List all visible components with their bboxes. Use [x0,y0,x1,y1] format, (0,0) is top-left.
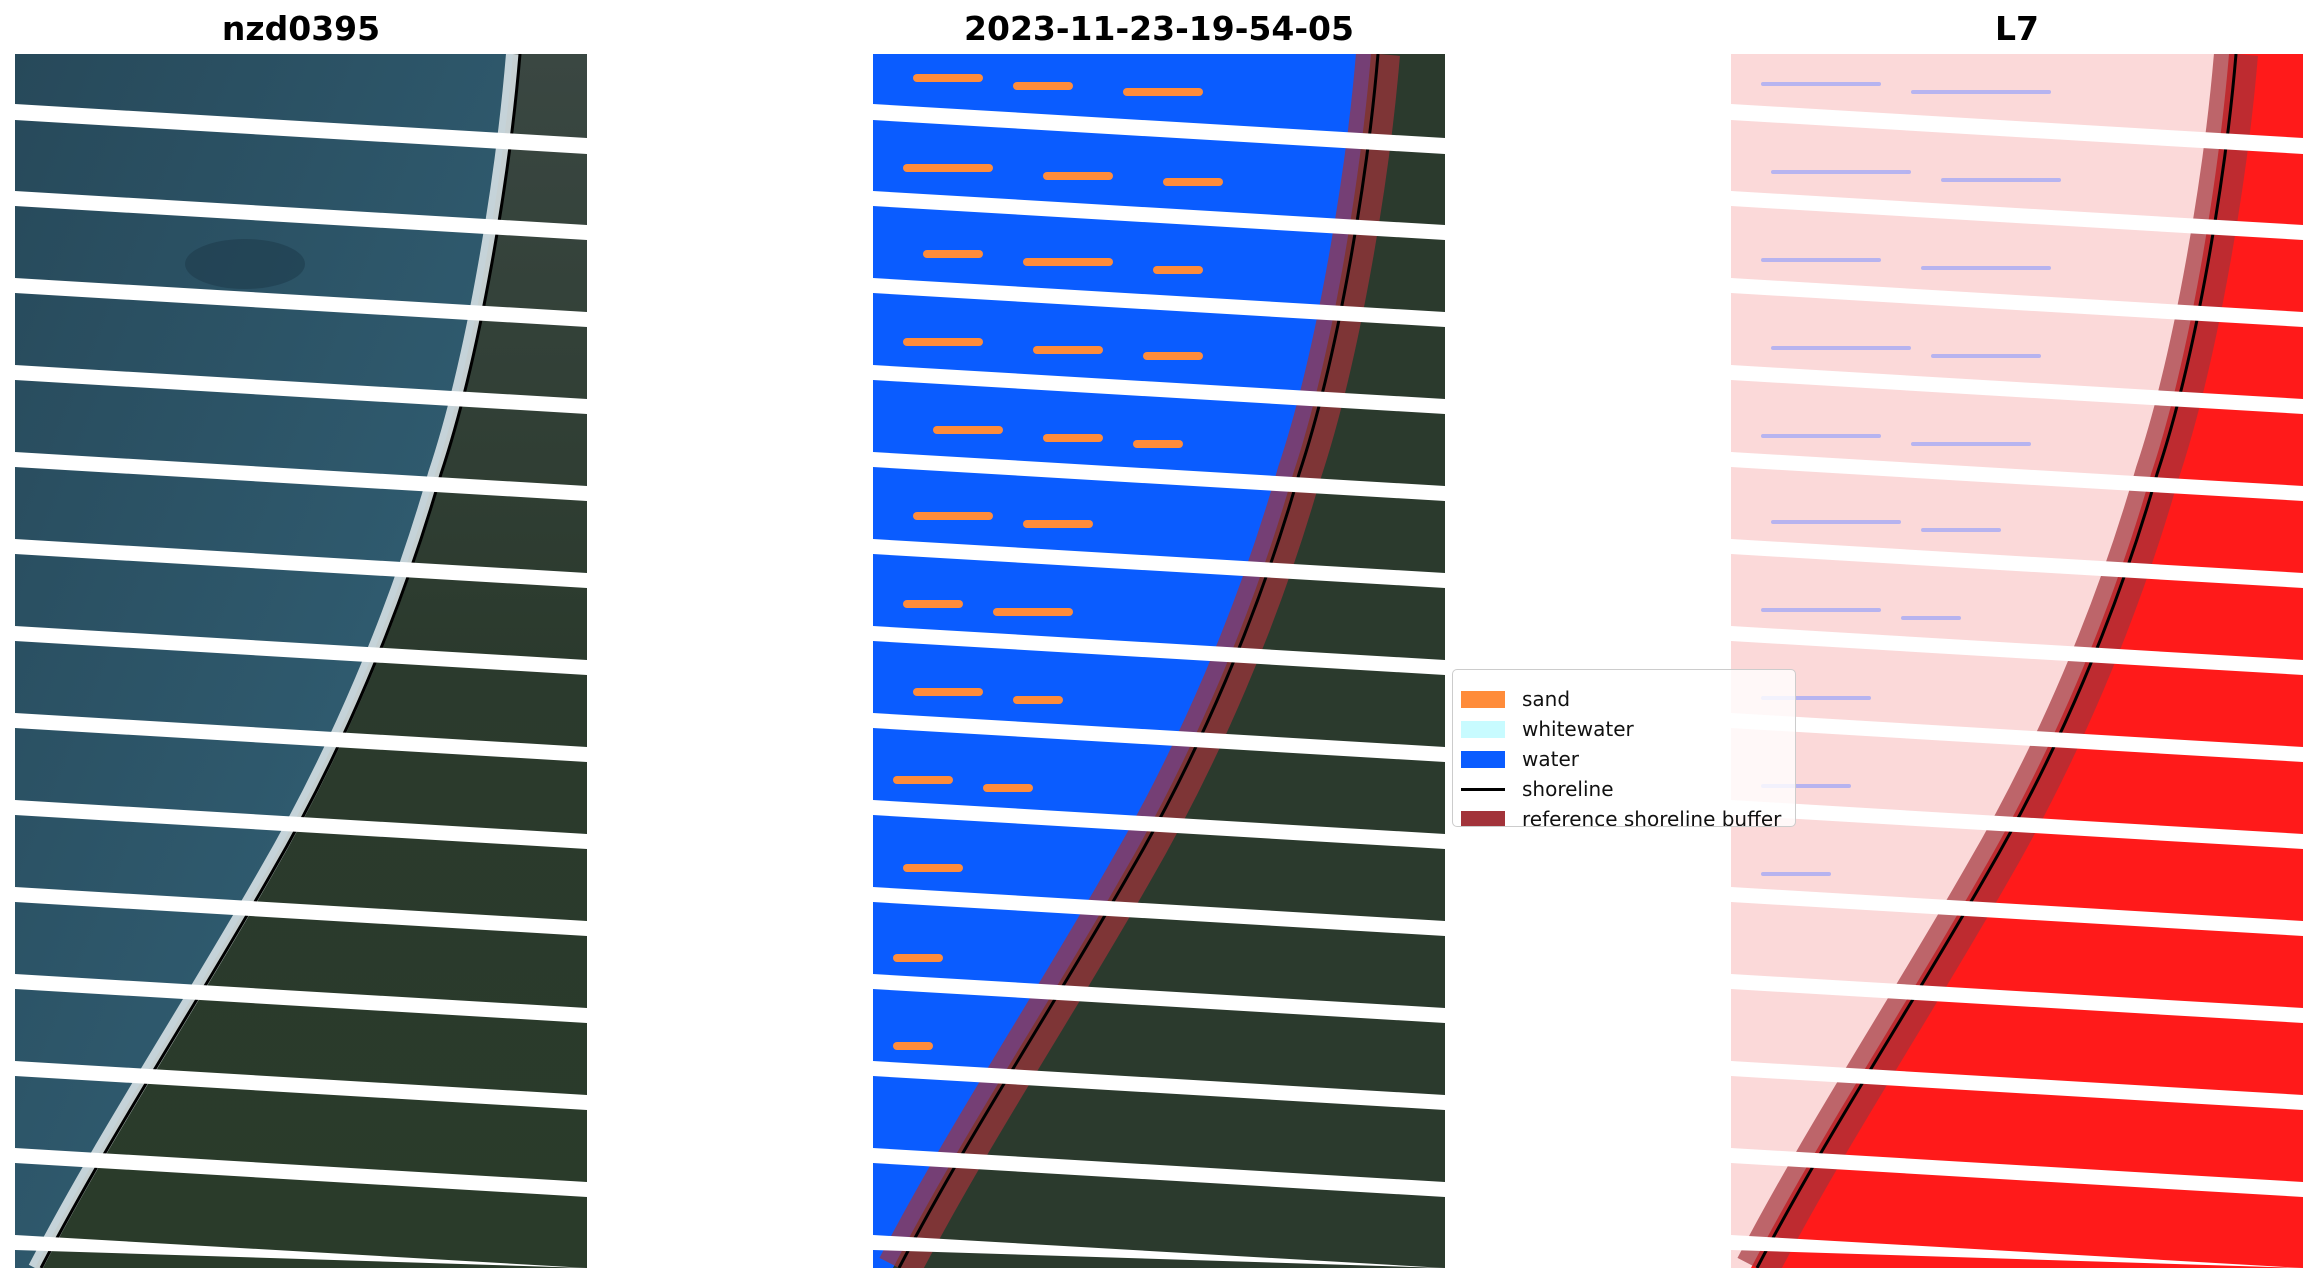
legend-swatch-reference-buffer [1461,810,1505,826]
index-image [1731,54,2303,1268]
legend-item-sand: sand [1461,684,1795,714]
rgb-satellite-image [15,54,587,1268]
legend-label-whitewater: whitewater [1522,717,1634,741]
legend-swatch-shoreline [1461,787,1505,791]
panel-title-index: L7 [1995,9,2039,48]
legend-label-sand: sand [1522,687,1571,711]
legend-item-reference-buffer: reference shoreline buffer [1461,804,1795,827]
sand-class-patches [893,74,1223,1050]
dark-patch [185,239,305,289]
rgb-image-panel [15,54,587,1268]
legend: sand whitewater water shoreline referenc… [1452,669,1796,827]
legend-item-whitewater: whitewater [1461,714,1795,744]
scan-line-gaps [873,104,1445,1268]
classified-image [873,54,1445,1268]
legend-swatch-sand [1461,690,1505,708]
ocean-area [15,54,513,1268]
legend-swatch-whitewater [1461,720,1505,738]
panel-title-classified: 2023-11-23-19-54-05 [964,9,1354,48]
scan-line-gaps [1731,104,2303,1268]
index-image-panel [1731,54,2303,1268]
legend-item-water: water [1461,744,1795,774]
panel-title-rgb: nzd0395 [221,9,381,48]
ocean-index-area [1731,54,2229,1268]
legend-label-water: water [1522,747,1579,771]
index-ripples [1761,82,2061,876]
legend-label-shoreline: shoreline [1522,777,1614,801]
classified-image-panel [873,54,1445,1268]
legend-label-reference-buffer: reference shoreline buffer [1522,807,1782,827]
legend-swatch-water [1461,750,1505,768]
water-class-area [873,54,1371,1268]
legend-item-shoreline: shoreline [1461,774,1795,804]
scan-line-gaps [15,104,587,1268]
